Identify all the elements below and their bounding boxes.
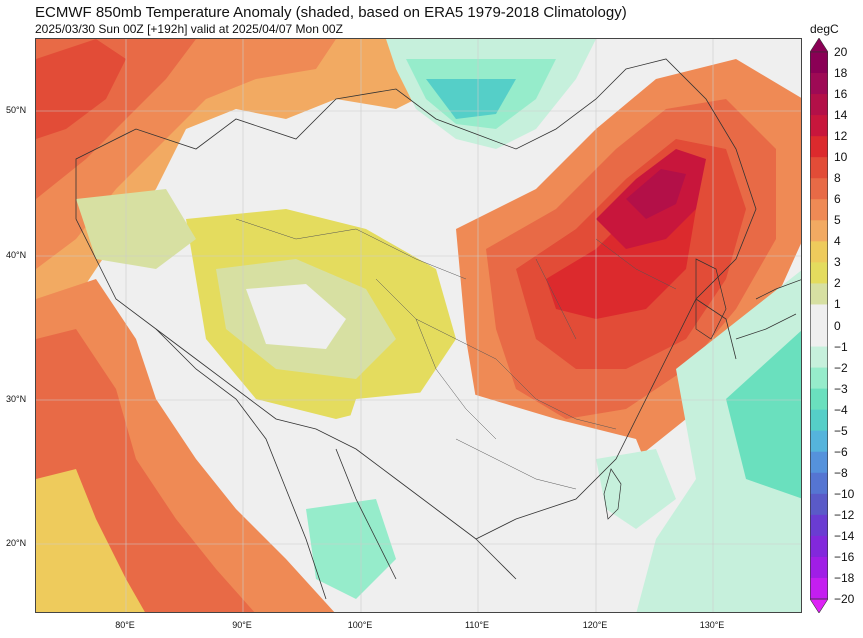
colorbar-segment [810, 220, 828, 242]
lon-label-80e: 80°E [115, 620, 135, 630]
colorbar-segment [810, 115, 828, 137]
colorbar-tick-label: −5 [834, 423, 848, 438]
colorbar-tick-label: −12 [834, 507, 855, 522]
temperature-anomaly-map[interactable] [35, 38, 802, 613]
colorbar-segment [810, 388, 828, 411]
colorbar-segment [810, 493, 828, 516]
lat-label-40n: 40°N [6, 250, 27, 260]
colorbar-segment [810, 157, 828, 179]
colorbar-segment [810, 409, 828, 432]
lon-label-130e: 130°E [699, 620, 725, 630]
colorbar-segment [810, 241, 828, 263]
colorbar-segment [810, 136, 828, 158]
colorbar-segment [810, 577, 828, 600]
map-subtitle: 2025/03/30 Sun 00Z [+192h] valid at 2025… [35, 22, 343, 36]
colorbar-min-arrow [810, 598, 828, 613]
colorbar-tick-label: 18 [834, 66, 848, 81]
colorbar-segment [810, 73, 828, 95]
lon-label-120e: 120°E [582, 620, 608, 630]
colorbar-segment [810, 325, 828, 348]
colorbar-segment [810, 283, 828, 305]
map-title: ECMWF 850mb Temperature Anomaly (shaded,… [35, 4, 627, 21]
colorbar-tick-label: −18 [834, 570, 855, 585]
colorbar-tick-label: 2 [834, 276, 841, 291]
colorbar-tick-label: −10 [834, 486, 855, 501]
colorbar [810, 38, 828, 613]
colorbar-tick-label: 12 [834, 129, 848, 144]
colorbar-segment [810, 346, 828, 369]
colorbar-tick-label: 6 [834, 192, 841, 207]
colorbar-segment [810, 514, 828, 537]
colorbar-tick-label: 14 [834, 108, 848, 123]
colorbar-segment [810, 52, 828, 74]
colorbar-tick-label: 3 [834, 255, 841, 270]
colorbar-tick-label: 20 [834, 45, 848, 59]
lon-label-90e: 90°E [232, 620, 252, 630]
colorbar-tick-label: 5 [834, 213, 841, 228]
map-canvas [36, 39, 801, 612]
colorbar-segment [810, 556, 828, 579]
colorbar-segment [810, 430, 828, 453]
colorbar-tick-label: 4 [834, 234, 841, 249]
colorbar-tick-label: −4 [834, 402, 848, 417]
colorbar-tick-label: 8 [834, 171, 841, 186]
colorbar-tick-label: 10 [834, 150, 848, 165]
colorbar-tick-label: −3 [834, 381, 848, 396]
colorbar-tick-label: 0 [834, 318, 841, 333]
colorbar-tick-label: 16 [834, 87, 848, 102]
lat-label-50n: 50°N [6, 105, 27, 115]
colorbar-frame [810, 51, 828, 600]
colorbar-segment [810, 199, 828, 221]
colorbar-segment [810, 535, 828, 558]
colorbar-unit: degC [810, 22, 839, 36]
colorbar-tick-label: −8 [834, 465, 848, 480]
colorbar-segment [810, 367, 828, 390]
colorbar-tick-label: 1 [834, 297, 841, 312]
colorbar-tick-label: −20 [834, 592, 855, 606]
colorbar-max-arrow [810, 38, 828, 53]
colorbar-segment [810, 472, 828, 495]
colorbar-segment [810, 304, 828, 326]
colorbar-tick-label: −1 [834, 339, 848, 354]
lat-label-20n: 20°N [6, 538, 27, 548]
colorbar-segment [810, 178, 828, 200]
lon-label-110e: 110°E [465, 620, 489, 630]
colorbar-segment [810, 451, 828, 474]
lon-label-100e: 100°E [347, 620, 373, 630]
lat-label-30n: 30°N [6, 394, 27, 404]
colorbar-tick-label: −16 [834, 549, 855, 564]
colorbar-segment [810, 94, 828, 116]
colorbar-tick-label: −14 [834, 528, 855, 543]
colorbar-tick-label: −6 [834, 444, 848, 459]
colorbar-segment [810, 262, 828, 284]
colorbar-tick-label: −2 [834, 360, 848, 375]
